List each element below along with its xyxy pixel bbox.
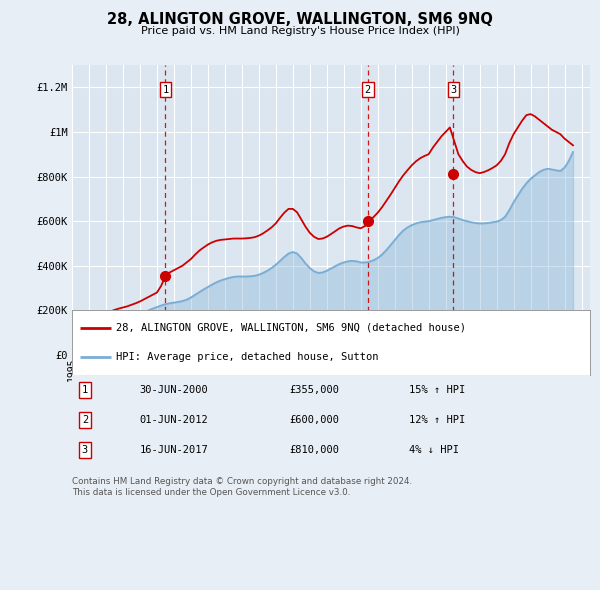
Text: 16-JUN-2017: 16-JUN-2017	[139, 445, 208, 455]
Text: 15% ↑ HPI: 15% ↑ HPI	[409, 385, 465, 395]
Text: 3: 3	[451, 84, 457, 94]
Text: 01-JUN-2012: 01-JUN-2012	[139, 415, 208, 425]
Text: 4% ↓ HPI: 4% ↓ HPI	[409, 445, 459, 455]
Text: 30-JUN-2000: 30-JUN-2000	[139, 385, 208, 395]
Text: £600,000: £600,000	[290, 415, 340, 425]
Text: 2: 2	[82, 415, 88, 425]
Text: £355,000: £355,000	[290, 385, 340, 395]
Text: 1: 1	[162, 84, 169, 94]
Text: Contains HM Land Registry data © Crown copyright and database right 2024.: Contains HM Land Registry data © Crown c…	[72, 477, 412, 486]
Text: 3: 3	[82, 445, 88, 455]
Text: HPI: Average price, detached house, Sutton: HPI: Average price, detached house, Sutt…	[116, 352, 379, 362]
Text: £810,000: £810,000	[290, 445, 340, 455]
Text: 28, ALINGTON GROVE, WALLINGTON, SM6 9NQ (detached house): 28, ALINGTON GROVE, WALLINGTON, SM6 9NQ …	[116, 323, 466, 333]
Text: 12% ↑ HPI: 12% ↑ HPI	[409, 415, 465, 425]
Text: This data is licensed under the Open Government Licence v3.0.: This data is licensed under the Open Gov…	[72, 488, 350, 497]
Text: Price paid vs. HM Land Registry's House Price Index (HPI): Price paid vs. HM Land Registry's House …	[140, 26, 460, 36]
Text: 2: 2	[365, 84, 371, 94]
Text: 1: 1	[82, 385, 88, 395]
Text: 28, ALINGTON GROVE, WALLINGTON, SM6 9NQ: 28, ALINGTON GROVE, WALLINGTON, SM6 9NQ	[107, 12, 493, 27]
